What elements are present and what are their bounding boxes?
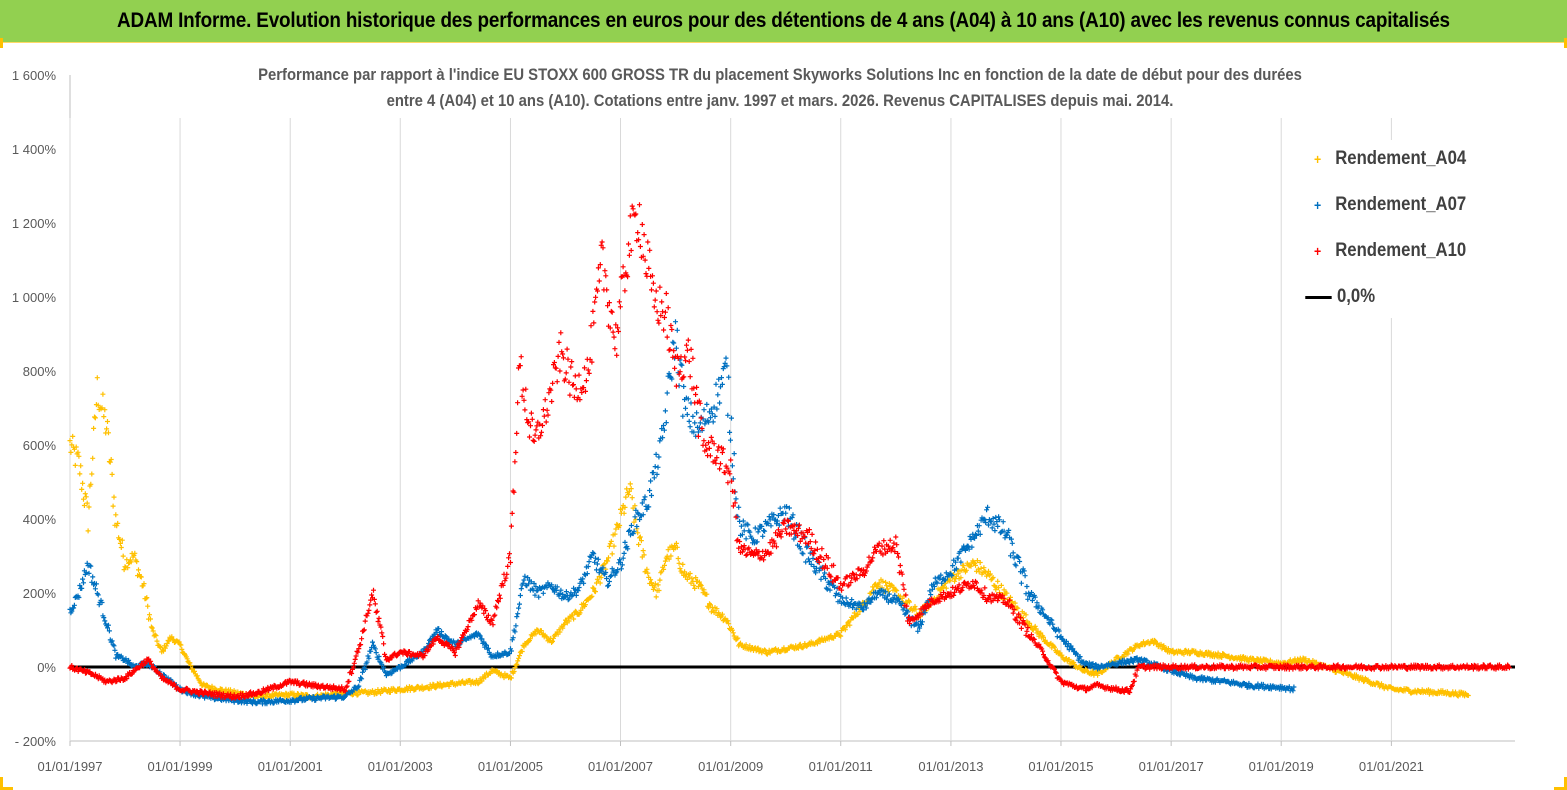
x-tick-label: 01/01/2009	[698, 759, 763, 774]
chart-title: Performance par rapport à l'indice EU ST…	[186, 62, 1374, 114]
series-markers	[67, 202, 1512, 701]
y-tick-label: - 200%	[15, 734, 57, 749]
y-tick-label: 1 400%	[12, 142, 57, 157]
y-tick-label: 600%	[23, 438, 57, 453]
legend-marker-a07: +	[1313, 197, 1322, 213]
legend-item-zero: 0,0%	[1300, 286, 1375, 308]
chart-series-layer	[67, 202, 1515, 707]
legend-line-zero	[1305, 295, 1332, 299]
frame-corner-bottom-right	[1554, 777, 1567, 790]
x-axis-tick-labels: 01/01/1997 01/01/1999 01/01/2001 01/01/2003…	[37, 759, 1423, 774]
legend-item-a10: + Rendement_A10	[1300, 240, 1466, 262]
y-tick-label: 400%	[23, 512, 57, 527]
legend-label-a07: Rendement_A07	[1335, 194, 1467, 215]
chart-grid	[69, 75, 1515, 746]
legend-item-a04: + Rendement_A04	[1300, 148, 1466, 170]
series-rendement-a04	[67, 375, 1471, 701]
x-tick-label: 01/01/1999	[148, 759, 213, 774]
legend-marker-a10: +	[1313, 243, 1322, 259]
x-tick-label: 01/01/2007	[588, 759, 653, 774]
report-banner: ADAM Informe. Evolution historique des p…	[0, 0, 1567, 43]
series-rendement-a10	[67, 202, 1512, 701]
y-tick-label: 0%	[37, 660, 56, 675]
legend-marker-a04: +	[1313, 151, 1322, 167]
legend-label-a04: Rendement_A04	[1335, 148, 1467, 169]
y-tick-label: 800%	[23, 364, 57, 379]
x-tick-label: 01/01/2001	[258, 759, 323, 774]
x-tick-label: 01/01/2003	[368, 759, 433, 774]
x-tick-label: 01/01/2019	[1249, 759, 1314, 774]
x-tick-label: 01/01/2011	[809, 759, 873, 774]
legend-item-a07: + Rendement_A07	[1300, 194, 1466, 216]
y-tick-label: 1 200%	[12, 216, 57, 231]
y-tick-label: 1 000%	[12, 290, 57, 305]
chart-title-line-1: Performance par rapport à l'indice EU ST…	[258, 66, 1302, 84]
x-tick-label: 01/01/2017	[1139, 759, 1204, 774]
x-tick-label: 01/01/1997	[37, 759, 102, 774]
x-tick-label: 01/01/2015	[1028, 759, 1093, 774]
frame-corner-top-left	[0, 38, 13, 48]
series-markers	[67, 375, 1471, 701]
y-tick-label: 1 600%	[12, 68, 57, 83]
report-title: ADAM Informe. Evolution historique des p…	[117, 9, 1450, 32]
legend-label-zero: 0,0%	[1336, 286, 1376, 307]
chart-title-line-2: entre 4 (A04) et 10 ans (A10). Cotations…	[386, 92, 1174, 110]
x-tick-label: 01/01/2021	[1359, 759, 1424, 774]
frame-corner-bottom-left	[0, 777, 13, 790]
y-axis-tick-labels: - 200% 0% 200% 400% 600% 800% 1 000% 1 200% 1 40…	[12, 68, 57, 749]
x-tick-label: 01/01/2013	[918, 759, 983, 774]
chart-legend: + Rendement_A04 + Rendement_A07 + Rendem…	[1290, 140, 1490, 318]
frame-corner-top-right	[1554, 38, 1567, 48]
x-tick-label: 01/01/2005	[478, 759, 543, 774]
legend-label-a10: Rendement_A10	[1335, 240, 1467, 261]
y-tick-label: 200%	[23, 586, 57, 601]
